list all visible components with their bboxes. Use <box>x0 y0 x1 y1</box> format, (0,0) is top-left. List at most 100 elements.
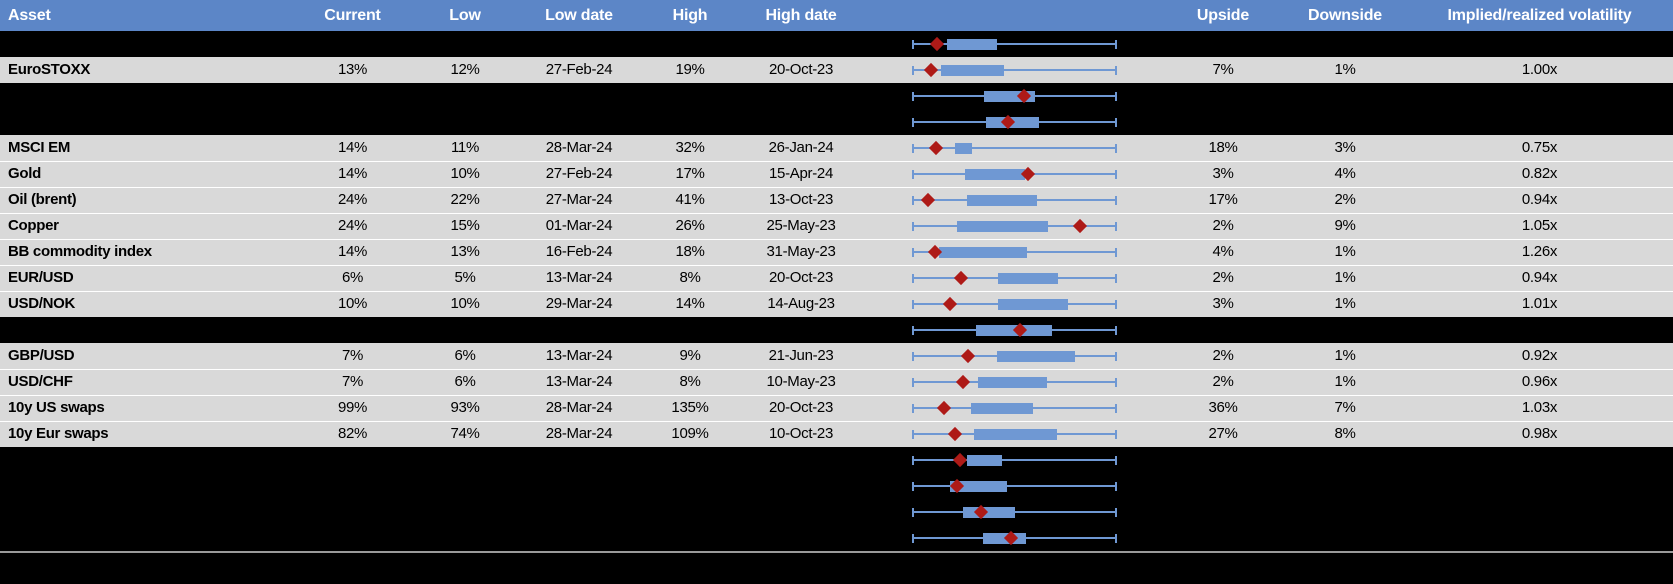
whisker-cap-max <box>1115 65 1117 75</box>
table-row: Oil (brent) 24% 22% 27-Mar-24 41% 13-Oct… <box>0 187 1673 213</box>
boxplot-band <box>912 395 1117 421</box>
cell-high: 32% <box>675 139 705 156</box>
cell-asset-name: EUR/USD <box>8 269 74 286</box>
cell-upside: 3% <box>1212 165 1234 182</box>
cell-implied-realized: 0.94x <box>1521 269 1558 286</box>
range-box <box>998 298 1068 310</box>
boxplot-band <box>912 473 1117 499</box>
cell-upside: 18% <box>1208 139 1238 156</box>
cell-boxplot <box>870 31 1162 57</box>
cell-downside: 1% <box>1334 243 1356 260</box>
table-row: BB commodity index 14% 13% 16-Feb-24 18%… <box>0 239 1673 265</box>
whisker-cap-max <box>1115 169 1117 179</box>
cell-implied-realized: 1.01x <box>1521 295 1558 312</box>
cell-boxplot <box>870 135 1162 161</box>
range-box <box>971 402 1033 414</box>
cell-low-date: 28-Mar-24 <box>545 139 613 156</box>
current-level-diamond-icon <box>956 374 971 390</box>
range-box <box>940 64 1005 76</box>
current-level-diamond-icon <box>954 270 969 286</box>
cell-boxplot <box>870 499 1162 525</box>
boxplot-band <box>912 317 1117 343</box>
cell-boxplot <box>870 239 1162 265</box>
col-header-current: Current <box>324 6 381 24</box>
whisker-cap-min <box>912 455 914 465</box>
col-header-upside: Upside <box>1196 6 1250 24</box>
cell-current: 82% <box>337 425 368 442</box>
cell-low: 15% <box>450 217 480 234</box>
cell-current: 24% <box>337 191 368 208</box>
table-row: USD/NOK 10% 10% 29-Mar-24 14% 14-Aug-23 … <box>0 291 1673 317</box>
whisker-cap-max <box>1115 39 1117 49</box>
cell-current: 7% <box>341 373 364 390</box>
range-box <box>963 506 1015 518</box>
cell-boxplot <box>870 421 1162 447</box>
whisker-cap-max <box>1115 403 1117 413</box>
cell-high: 19% <box>675 61 705 78</box>
whisker-cap-min <box>912 273 914 283</box>
table-row: MSCI EM 14% 11% 28-Mar-24 32% 26-Jan-24 … <box>0 135 1673 161</box>
table-row <box>0 499 1673 525</box>
whisker-cap-max <box>1115 325 1117 335</box>
cell-low: 93% <box>450 399 480 416</box>
cell-current: 14% <box>337 165 368 182</box>
whisker-cap-min <box>912 377 914 387</box>
cell-asset-name: 10y Eur swaps <box>8 425 109 442</box>
table-row: EuroSTOXX 13% 12% 27-Feb-24 19% 20-Oct-2… <box>0 57 1673 83</box>
whisker-cap-min <box>912 91 914 101</box>
cell-implied-realized: 1.05x <box>1521 217 1558 234</box>
cell-boxplot <box>870 265 1162 291</box>
whisker-cap-max <box>1115 221 1117 231</box>
cell-low-date: 01-Mar-24 <box>545 217 613 234</box>
cell-low-date: 27-Feb-24 <box>545 61 613 78</box>
range-box <box>946 38 998 50</box>
col-header-low-date: Low date <box>545 6 613 24</box>
whisker-cap-min <box>912 507 914 517</box>
boxplot-band <box>912 421 1117 447</box>
range-box <box>983 90 1036 102</box>
cell-downside: 1% <box>1334 295 1356 312</box>
cell-high-date: 20-Oct-23 <box>769 269 833 286</box>
footer-black-bar <box>0 553 1673 584</box>
cell-current: 24% <box>337 217 368 234</box>
cell-implied-realized: 0.94x <box>1521 191 1558 208</box>
cell-low: 10% <box>450 295 480 312</box>
whisker-cap-min <box>912 429 914 439</box>
range-box <box>957 220 1048 232</box>
range-box <box>949 480 1008 492</box>
cell-asset-name: USD/NOK <box>8 295 76 312</box>
whisker-cap-max <box>1115 273 1117 283</box>
cell-implied-realized: 1.00x <box>1521 61 1558 78</box>
col-header-low: Low <box>449 6 481 24</box>
col-header-high-date: High date <box>765 6 837 24</box>
whisker-cap-min <box>912 39 914 49</box>
cell-low-date: 16-Feb-24 <box>545 243 613 260</box>
cell-current: 6% <box>341 269 364 286</box>
table-row: USD/CHF 7% 6% 13-Mar-24 8% 10-May-23 2% … <box>0 369 1673 395</box>
whisker-cap-max <box>1115 299 1117 309</box>
cell-boxplot <box>870 447 1162 473</box>
range-box <box>965 168 1025 180</box>
col-header-high: High <box>672 6 708 24</box>
cell-downside: 2% <box>1334 191 1356 208</box>
cell-upside: 3% <box>1212 295 1234 312</box>
cell-boxplot <box>870 395 1162 421</box>
cell-low: 74% <box>450 425 480 442</box>
range-box <box>973 428 1057 440</box>
whisker-cap-min <box>912 403 914 413</box>
cell-asset-name: Oil (brent) <box>8 191 77 208</box>
cell-upside: 2% <box>1212 269 1234 286</box>
cell-downside: 1% <box>1334 347 1356 364</box>
cell-low: 13% <box>450 243 480 260</box>
cell-boxplot <box>870 213 1162 239</box>
whisker-cap-min <box>912 221 914 231</box>
range-box <box>955 142 973 154</box>
boxplot-band <box>912 109 1117 135</box>
cell-high: 8% <box>679 269 701 286</box>
cell-high-date: 15-Apr-24 <box>768 165 833 182</box>
cell-current: 7% <box>341 347 364 364</box>
cell-downside: 4% <box>1334 165 1356 182</box>
boxplot-band <box>912 291 1117 317</box>
cell-current: 14% <box>337 139 368 156</box>
cell-asset-name: BB commodity index <box>8 243 152 260</box>
